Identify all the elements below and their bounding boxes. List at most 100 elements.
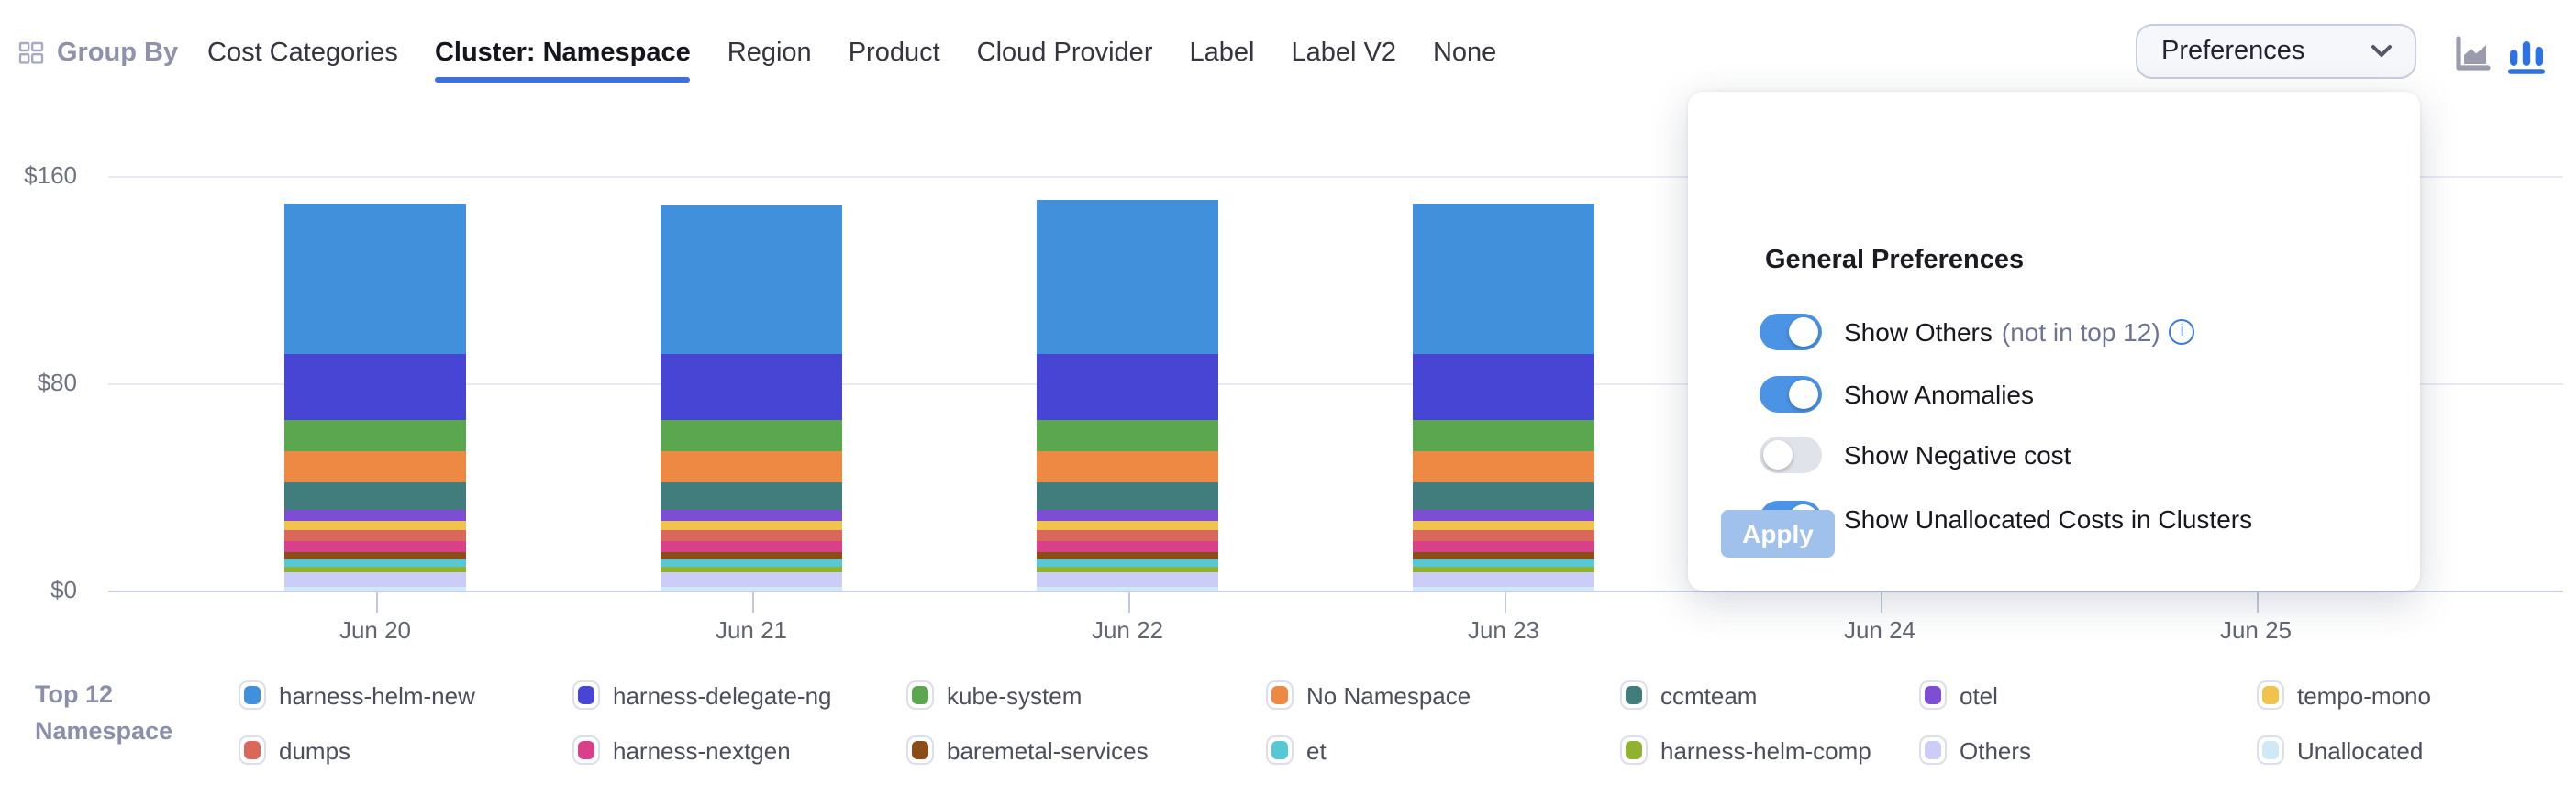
preferences-button-label: Preferences xyxy=(2161,37,2305,66)
legend-item-others[interactable]: Others xyxy=(1919,734,2031,767)
bar-segment-et[interactable] xyxy=(1413,559,1594,568)
bar-segment-et[interactable] xyxy=(661,559,842,568)
bar-segment-others[interactable] xyxy=(1037,572,1218,588)
legend-item-harness-nextgen[interactable]: harness-nextgen xyxy=(572,734,791,767)
y-axis-label: $160 xyxy=(24,161,77,189)
bar-segment-unallocated[interactable] xyxy=(284,587,466,591)
bar-segment-harness-helm-comp[interactable] xyxy=(661,567,842,573)
bar-segment-others[interactable] xyxy=(661,572,842,588)
bar-segment-harness-helm-comp[interactable] xyxy=(284,567,466,573)
bar-segment-harness-nextgen[interactable] xyxy=(1413,540,1594,552)
legend-swatch xyxy=(2257,735,2284,765)
bar-segment-ccmteam[interactable] xyxy=(1413,482,1594,509)
bar-segment-tempo-mono[interactable] xyxy=(661,520,842,531)
legend-item-dumps[interactable]: dumps xyxy=(239,734,350,767)
legend-item-unallocated[interactable]: Unallocated xyxy=(2257,734,2423,767)
bar-segment-baremetal-services[interactable] xyxy=(284,551,466,560)
bar-segment-tempo-mono[interactable] xyxy=(1037,520,1218,531)
bar-segment-unallocated[interactable] xyxy=(1037,587,1218,591)
x-axis-label: Jun 20 xyxy=(339,616,412,644)
bar-segment-et[interactable] xyxy=(284,559,466,568)
bar-segment-harness-delegate-ng[interactable] xyxy=(1037,353,1218,420)
bar-segment-dumps[interactable] xyxy=(284,530,466,541)
area-chart-icon[interactable] xyxy=(2449,33,2493,77)
bar-segment-otel[interactable] xyxy=(1413,509,1594,521)
legend-item-ccmteam[interactable]: ccmteam xyxy=(1620,679,1757,712)
bar-segment-otel[interactable] xyxy=(284,509,466,521)
legend-item-otel[interactable]: otel xyxy=(1919,679,1998,712)
preferences-dropdown-button[interactable]: Preferences xyxy=(2136,24,2416,79)
bar-segment-others[interactable] xyxy=(1413,572,1594,588)
toggle-show-negative-cost[interactable] xyxy=(1760,437,1822,473)
bar-segment-otel[interactable] xyxy=(661,509,842,521)
bar-segment-harness-delegate-ng[interactable] xyxy=(661,353,842,420)
legend-label: No Namespace xyxy=(1306,681,1471,709)
legend-item-harness-helm-comp[interactable]: harness-helm-comp xyxy=(1620,734,1871,767)
bar-segment-harness-helm-comp[interactable] xyxy=(1413,567,1594,573)
bar-segment-tempo-mono[interactable] xyxy=(284,520,466,531)
bar-segment-harness-nextgen[interactable] xyxy=(661,540,842,552)
bar-segment-et[interactable] xyxy=(1037,559,1218,568)
bar-segment-harness-helm-new[interactable] xyxy=(661,205,842,354)
legend-item-tempo-mono[interactable]: tempo-mono xyxy=(2257,679,2431,712)
bar-segment-unallocated[interactable] xyxy=(1413,587,1594,591)
bar-segment-unallocated[interactable] xyxy=(661,587,842,591)
bar-segment-harness-helm-comp[interactable] xyxy=(1037,567,1218,573)
bar-segment-kube-system[interactable] xyxy=(284,419,466,452)
bar-segment-no-namespace[interactable] xyxy=(284,451,466,483)
bar-segment-kube-system[interactable] xyxy=(1037,419,1218,452)
legend-item-harness-delegate-ng[interactable]: harness-delegate-ng xyxy=(572,679,832,712)
bar-segment-tempo-mono[interactable] xyxy=(1413,520,1594,531)
bar-segment-baremetal-services[interactable] xyxy=(1037,551,1218,560)
bar-segment-harness-helm-new[interactable] xyxy=(1413,203,1594,354)
legend-item-baremetal-services[interactable]: baremetal-services xyxy=(906,734,1149,767)
tab-none[interactable]: None xyxy=(1432,39,1497,68)
bar-segment-harness-nextgen[interactable] xyxy=(284,540,466,552)
x-axis-tick xyxy=(751,591,753,613)
bar-segment-others[interactable] xyxy=(284,572,466,588)
legend-label: otel xyxy=(1960,681,1998,709)
tab-cloud-provider[interactable]: Cloud Provider xyxy=(976,39,1153,68)
tab-region[interactable]: Region xyxy=(727,39,812,68)
toggle-label: Show Negative cost xyxy=(1844,440,2071,470)
bar-segment-dumps[interactable] xyxy=(661,530,842,541)
bar-segment-harness-nextgen[interactable] xyxy=(1037,540,1218,552)
tab-label[interactable]: Label xyxy=(1189,39,1255,68)
tab-cluster-namespace[interactable]: Cluster: Namespace xyxy=(434,39,692,83)
bar-segment-kube-system[interactable] xyxy=(661,419,842,452)
bar-segment-ccmteam[interactable] xyxy=(284,482,466,509)
x-axis-label: Jun 24 xyxy=(1843,616,1916,644)
bar-segment-no-namespace[interactable] xyxy=(1413,451,1594,483)
legend-swatch xyxy=(572,735,600,765)
tab-label-v2[interactable]: Label V2 xyxy=(1291,39,1396,68)
bar-segment-baremetal-services[interactable] xyxy=(1413,551,1594,560)
tab-cost-categories[interactable]: Cost Categories xyxy=(207,39,398,68)
bar-segment-harness-delegate-ng[interactable] xyxy=(1413,353,1594,420)
legend-item-harness-helm-new[interactable]: harness-helm-new xyxy=(239,679,475,712)
legend-item-et[interactable]: et xyxy=(1266,734,1327,767)
bar-segment-no-namespace[interactable] xyxy=(1037,451,1218,483)
bar-segment-harness-delegate-ng[interactable] xyxy=(284,353,466,420)
tab-product[interactable]: Product xyxy=(848,39,940,68)
apply-button[interactable]: Apply xyxy=(1721,510,1835,558)
bar-segment-ccmteam[interactable] xyxy=(1037,482,1218,509)
toggle-show-anomalies[interactable] xyxy=(1760,376,1822,413)
legend-item-kube-system[interactable]: kube-system xyxy=(906,679,1082,712)
bar-segment-harness-helm-new[interactable] xyxy=(284,203,466,354)
bar-segment-baremetal-services[interactable] xyxy=(661,551,842,560)
bar-segment-dumps[interactable] xyxy=(1413,530,1594,541)
bar-segment-ccmteam[interactable] xyxy=(661,482,842,509)
bar-chart-icon[interactable] xyxy=(2504,33,2548,77)
bar-segment-harness-helm-new[interactable] xyxy=(1037,200,1218,354)
y-axis-label: $0 xyxy=(50,576,77,603)
bar-segment-otel[interactable] xyxy=(1037,509,1218,521)
legend-item-no-namespace[interactable]: No Namespace xyxy=(1266,679,1471,712)
toggle-knob xyxy=(1789,317,1818,347)
toggle-show-others[interactable] xyxy=(1760,314,1822,350)
bar-segment-no-namespace[interactable] xyxy=(661,451,842,483)
legend-label: harness-nextgen xyxy=(613,736,791,764)
bar-segment-kube-system[interactable] xyxy=(1413,419,1594,452)
legend-swatch xyxy=(1919,735,1947,765)
info-icon[interactable]: i xyxy=(2169,319,2195,345)
bar-segment-dumps[interactable] xyxy=(1037,530,1218,541)
